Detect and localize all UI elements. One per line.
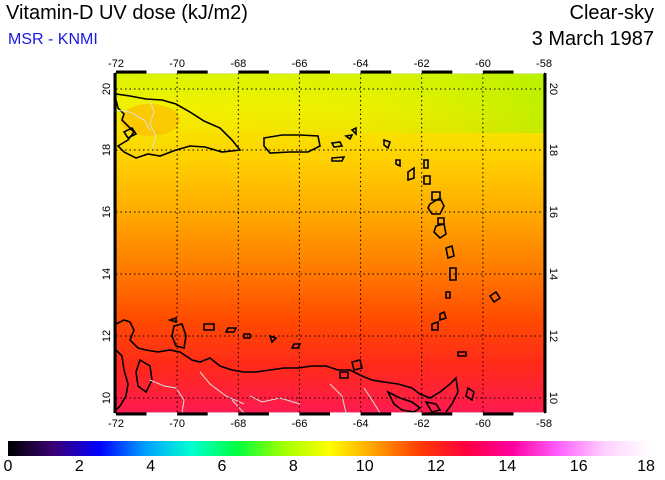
puerto-rico-coast — [263, 134, 321, 154]
colorbar-label: 10 — [355, 458, 374, 475]
colorbar-label: 12 — [427, 458, 445, 475]
lon-tick-top: -58 — [536, 58, 552, 70]
lon-tick-top: -70 — [169, 58, 185, 70]
lat-tick-left: 18 — [101, 144, 113, 156]
south-america-coast — [116, 319, 459, 413]
lon-tick-bottom: -68 — [230, 418, 246, 430]
map-date: 3 March 1987 — [531, 28, 654, 50]
lat-tick-left: 16 — [101, 206, 113, 218]
lon-tick-bottom: -64 — [353, 418, 369, 430]
colorbar-label: 2 — [74, 458, 84, 475]
sky-condition-label: Clear-sky — [569, 2, 654, 24]
lat-tick-left: 14 — [101, 268, 113, 280]
colorbar-label: 0 — [3, 458, 13, 475]
lon-tick-top: -64 — [353, 58, 369, 70]
lon-tick-bottom: -58 — [536, 418, 552, 430]
lat-tick-right: 10 — [547, 392, 559, 404]
lat-tick-left: 20 — [101, 83, 113, 95]
lat-tick-right: 16 — [547, 206, 559, 218]
graticule — [116, 73, 544, 413]
country-borders — [116, 99, 381, 413]
hispaniola-coast — [116, 93, 242, 159]
map-title: Vitamin-D UV dose (kJ/m2) — [6, 2, 248, 24]
lat-tick-right: 14 — [547, 268, 559, 280]
lat-tick-left: 12 — [101, 330, 113, 342]
colorbar-label: 18 — [637, 458, 655, 475]
lon-tick-top: -68 — [230, 58, 246, 70]
lon-tick-top: -62 — [414, 58, 430, 70]
map-figure: -72 -70 -68 -66 -64 -62 -60 -58 -72 -70 … — [101, 58, 559, 430]
lon-tick-top: -60 — [475, 58, 491, 70]
lon-tick-top: -66 — [291, 58, 307, 70]
lon-tick-bottom: -60 — [475, 418, 491, 430]
lon-tick-bottom: -66 — [291, 418, 307, 430]
colorbar-label: 14 — [498, 458, 517, 475]
colorbar-label: 16 — [569, 458, 588, 475]
colorbar-label: 8 — [288, 458, 298, 475]
colorbar — [8, 441, 650, 456]
lat-tick-right: 20 — [547, 83, 559, 95]
lon-tick-bottom: -72 — [108, 418, 124, 430]
lon-tick-top: -72 — [108, 58, 124, 70]
lon-tick-bottom: -62 — [414, 418, 430, 430]
lat-tick-right: 18 — [547, 144, 559, 156]
colorbar-label: 4 — [146, 458, 156, 475]
coastlines — [116, 93, 502, 413]
lesser-antilles-coast — [395, 159, 502, 331]
lon-tick-bottom: -70 — [169, 418, 185, 430]
lat-tick-right: 12 — [547, 330, 559, 342]
lat-tick-left: 10 — [101, 392, 113, 404]
data-source-label: MSR - KNMI — [8, 31, 98, 48]
colorbar-label: 6 — [217, 458, 227, 475]
